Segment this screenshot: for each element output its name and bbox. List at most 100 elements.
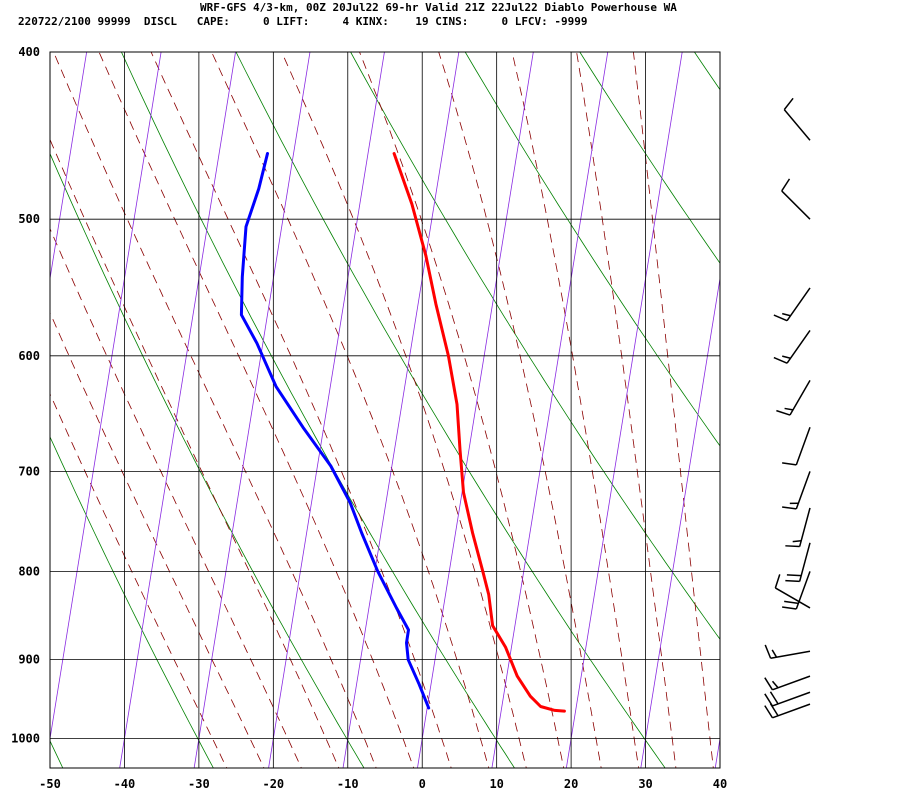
wind-barb-half-flag [782,355,791,360]
wind-barb-staff [786,329,811,364]
wind-barb-staff [781,190,811,220]
y-tick-label: 600 [18,349,40,363]
plot-frame [49,51,721,769]
y-tick-label: 800 [18,564,40,578]
wind-barb [782,471,811,510]
wind-barb-staff [772,691,811,707]
moist-adiabat-line [150,52,452,768]
sounding-header: WRF-GFS 4/3-km, 00Z 20Jul22 69-hr Valid … [0,0,900,36]
moist-adiabat-line [211,52,490,768]
wind-barb-staff [798,542,811,582]
wind-barb-half-flag [784,407,794,411]
wind-barb-full-flag [769,703,779,717]
wind-barb [783,97,811,141]
moist-adiabat-line [632,52,714,768]
wind-barb-full-flag [773,314,788,322]
wind-barb-staff [798,507,811,547]
wind-barb-full-flag [769,691,779,705]
isotherm-line [789,33,900,775]
wind-barb-half-flag [771,680,779,689]
wind-barb-staff [795,571,811,610]
wind-barb-full-flag [773,356,788,364]
wind-barb-full-flag [764,677,774,691]
x-tick-label: -20 [262,777,284,791]
isotherm-line [714,736,720,768]
isotherm-line [50,52,162,742]
plot-border [49,51,721,769]
isotherm-line [640,275,720,768]
wind-barb-staff [772,703,811,719]
y-tick-label: 500 [18,212,40,226]
moist-adiabat-line [50,311,265,768]
wind-barb-full-flag [781,178,791,192]
wind-barb-full-flag [782,462,797,466]
moist-adiabat-line [281,52,527,768]
wind-barb [785,507,811,548]
x-tick-label: -30 [188,777,210,791]
wind-barb [764,644,811,659]
dry-adiabat-line [464,52,720,447]
y-tick-label: 700 [18,464,40,478]
dry-adiabat-line [693,52,720,91]
x-tick-label: 0 [419,777,426,791]
wind-barb [764,675,811,691]
wind-barb [782,426,811,466]
isotherm-line [50,52,88,282]
wind-barb-full-flag [774,574,781,589]
wind-barb-staff [770,650,811,659]
y-tick-label: 900 [18,653,40,667]
wind-barb-full-flag [764,705,774,719]
wind-barb-staff [795,426,811,466]
y-tick-label: 400 [18,45,40,59]
wind-barb-full-flag [784,600,799,605]
moist-adiabat-line [50,138,340,768]
wind-barb-staff [774,587,811,609]
moist-adiabat-line [53,52,377,768]
isotherm-line [342,52,460,768]
moist-adiabat-line [98,52,415,768]
wind-barb [774,574,811,609]
dry-adiabat-line [579,52,720,264]
moist-adiabat-line [50,392,228,768]
isotherm-line [0,33,15,775]
x-tick-label: 40 [713,777,727,791]
wind-barb [782,571,811,610]
moist-adiabat-line [50,227,302,768]
wind-barb [781,178,811,220]
wind-barb-full-flag [786,574,802,577]
wind-barb-half-flag [782,312,791,317]
wind-barb [776,380,811,416]
isotherm-line [491,52,609,768]
wind-barb [764,691,811,707]
wind-barb-staff [772,675,811,691]
wind-barb-staff [789,380,811,416]
x-tick-label: -50 [39,777,61,791]
wind-barb [773,329,811,364]
moist-adiabat-line [359,52,565,768]
wind-barb-full-flag [776,409,791,416]
header-indices-line: 220722/2100 99999 DISCL CAPE: 0 LIFT: 4 … [18,15,588,28]
wind-barb-half-flag [792,539,802,543]
wind-barb-half-flag [771,649,778,658]
wind-barb-staff [786,287,811,322]
y-tick-label: 1000 [11,732,40,746]
wind-barb-full-flag [782,606,797,610]
axis-ticks: -50 -40 -30 -20 -10 0 10 20 30 40 400 500 600 700 800 9… [11,45,727,791]
plot-area [0,33,900,775]
wind-barb-full-flag [785,545,800,548]
wind-barb-full-flag [764,644,772,659]
wind-barb-staff [783,109,811,141]
x-tick-label: -10 [337,777,359,791]
wind-barb [773,287,811,322]
dewpoint-profile-line [239,152,431,710]
dry-adiabat-line [50,152,365,768]
wind-barb-full-flag [785,579,800,583]
isotherm-line [268,52,385,768]
wind-barb [785,542,811,583]
header-title-line: WRF-GFS 4/3-km, 00Z 20Jul22 69-hr Valid … [200,1,677,14]
dry-adiabat-line [50,435,214,768]
isotherm-line [565,52,683,768]
x-tick-label: 30 [638,777,652,791]
wind-barb-staff [795,471,811,510]
